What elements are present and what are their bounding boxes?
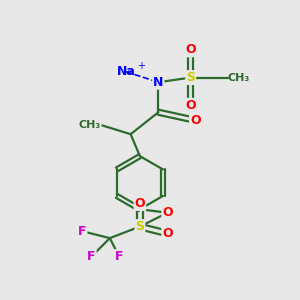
Text: S: S	[135, 220, 144, 233]
Text: S: S	[186, 71, 195, 84]
Text: F: F	[78, 225, 86, 238]
Text: N: N	[153, 76, 164, 89]
Text: F: F	[115, 250, 123, 263]
Text: CH₃: CH₃	[228, 73, 250, 82]
Text: O: O	[135, 197, 145, 210]
Text: Na: Na	[117, 65, 136, 78]
Text: O: O	[185, 44, 196, 56]
Text: F: F	[87, 250, 96, 263]
Text: O: O	[162, 206, 173, 219]
Text: O: O	[162, 227, 173, 240]
Text: CH₃: CH₃	[78, 120, 100, 130]
Text: +: +	[137, 61, 145, 71]
Text: O: O	[185, 99, 196, 112]
Text: O: O	[190, 114, 201, 127]
